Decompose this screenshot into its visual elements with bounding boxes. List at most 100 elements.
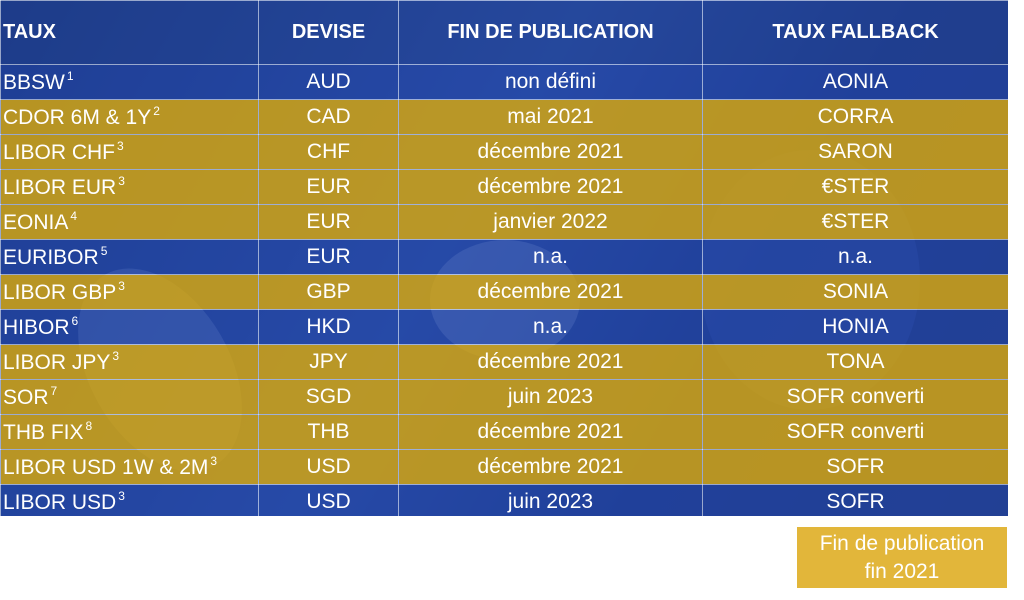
cell-devise: JPY: [258, 344, 399, 380]
rate-name: THB FIX: [3, 421, 84, 444]
cell-fin-de-publication: n.a.: [398, 309, 703, 345]
cell-devise: HKD: [258, 309, 399, 345]
rate-name: LIBOR CHF: [3, 141, 116, 164]
table-row: EURIBOR 5 EUR n.a. n.a.: [0, 239, 1008, 275]
cell-fin-de-publication: décembre 2021: [398, 344, 703, 380]
rate-name: HIBOR: [3, 316, 70, 339]
cell-fin-de-publication: juin 2023: [398, 484, 703, 516]
table-row: HIBOR 6 HKD n.a. HONIA: [0, 309, 1008, 345]
rate-name: LIBOR GBP: [3, 281, 117, 304]
cell-devise: EUR: [258, 169, 399, 205]
cell-devise: CHF: [258, 134, 399, 170]
cell-devise: THB: [258, 414, 399, 450]
rate-name: LIBOR USD 1W & 2M: [3, 456, 209, 479]
cell-devise: USD: [258, 449, 399, 485]
footnote-marker: 3: [112, 349, 120, 363]
table-row: THB FIX 8 THB décembre 2021 SOFR converti: [0, 414, 1008, 450]
rate-name: BBSW: [3, 71, 65, 94]
table-row: BBSW 1 AUD non défini AONIA: [0, 64, 1008, 100]
column-header-taux-fallback: TAUX FALLBACK: [702, 0, 1008, 65]
column-header-devise: DEVISE: [258, 0, 399, 65]
legend-box: Fin de publication fin 2021: [797, 527, 1007, 588]
cell-taux-fallback: SOFR: [702, 449, 1008, 485]
cell-taux-fallback: €STER: [702, 169, 1008, 205]
legend-line-2: fin 2021: [864, 559, 940, 583]
cell-fin-de-publication: janvier 2022: [398, 204, 703, 240]
footnote-marker: 4: [70, 209, 78, 223]
table-row: LIBOR CHF 3 CHF décembre 2021 SARON: [0, 134, 1008, 170]
cell-fin-de-publication: décembre 2021: [398, 134, 703, 170]
cell-taux: EONIA 4: [0, 204, 259, 240]
footnote-marker: 7: [50, 384, 58, 398]
cell-taux: THB FIX 8: [0, 414, 259, 450]
cell-fin-de-publication: non défini: [398, 64, 703, 100]
footnote-marker: 3: [117, 139, 124, 153]
cell-taux-fallback: n.a.: [702, 239, 1008, 275]
rates-table: TAUX DEVISE FIN DE PUBLICATION TAUX FALL…: [0, 0, 1008, 516]
cell-taux: LIBOR CHF 3: [0, 134, 259, 170]
cell-taux-fallback: SARON: [702, 134, 1008, 170]
cell-taux-fallback: €STER: [702, 204, 1008, 240]
cell-taux: SOR 7: [0, 379, 259, 415]
footnote-marker: 3: [210, 454, 218, 468]
cell-taux-fallback: HONIA: [702, 309, 1008, 345]
footnote-marker: 2: [153, 104, 160, 118]
cell-fin-de-publication: n.a.: [398, 239, 703, 275]
footnote-marker: 8: [85, 419, 93, 433]
rate-name: CDOR 6M & 1Y: [3, 106, 152, 129]
cell-taux-fallback: SOFR converti: [702, 379, 1008, 415]
rates-table-panel: TAUX DEVISE FIN DE PUBLICATION TAUX FALL…: [0, 0, 1008, 516]
cell-devise: EUR: [258, 239, 399, 275]
cell-devise: EUR: [258, 204, 399, 240]
cell-devise: USD: [258, 484, 399, 516]
cell-taux: BBSW 1: [0, 64, 259, 100]
table-row: LIBOR EUR 3 EUR décembre 2021 €STER: [0, 169, 1008, 205]
cell-devise: GBP: [258, 274, 399, 310]
cell-devise: CAD: [258, 99, 399, 135]
column-header-taux: TAUX: [0, 0, 259, 65]
column-header-fin-de-publication: FIN DE PUBLICATION: [398, 0, 703, 65]
cell-taux-fallback: SOFR: [702, 484, 1008, 516]
rate-name: EURIBOR: [3, 246, 99, 269]
rate-name: LIBOR USD: [3, 491, 117, 514]
cell-fin-de-publication: décembre 2021: [398, 274, 703, 310]
cell-fin-de-publication: mai 2021: [398, 99, 703, 135]
footnote-marker: 1: [66, 69, 74, 83]
cell-fin-de-publication: décembre 2021: [398, 449, 703, 485]
cell-taux-fallback: SONIA: [702, 274, 1008, 310]
cell-taux-fallback: SOFR converti: [702, 414, 1008, 450]
cell-devise: SGD: [258, 379, 399, 415]
footnote-marker: 3: [118, 174, 125, 188]
cell-taux: LIBOR JPY 3: [0, 344, 259, 380]
cell-taux: EURIBOR 5: [0, 239, 259, 275]
footnote-marker: 3: [118, 279, 125, 293]
cell-taux-fallback: TONA: [702, 344, 1008, 380]
cell-devise: AUD: [258, 64, 399, 100]
rate-name: EONIA: [3, 211, 69, 234]
cell-fin-de-publication: décembre 2021: [398, 414, 703, 450]
cell-taux: LIBOR EUR 3: [0, 169, 259, 205]
table-row: LIBOR USD 1W & 2M 3 USD décembre 2021 SOFR: [0, 449, 1008, 485]
cell-taux: HIBOR 6: [0, 309, 259, 345]
rate-name: LIBOR JPY: [3, 351, 111, 374]
table-row: EONIA 4 EUR janvier 2022 €STER: [0, 204, 1008, 240]
cell-taux: LIBOR USD 3: [0, 484, 259, 516]
table-row: CDOR 6M & 1Y 2 CAD mai 2021 CORRA: [0, 99, 1008, 135]
cell-taux-fallback: AONIA: [702, 64, 1008, 100]
table-row: LIBOR USD 3 USD juin 2023 SOFR: [0, 484, 1008, 516]
rate-name: LIBOR EUR: [3, 176, 117, 199]
legend-line-1: Fin de publication: [819, 531, 985, 555]
cell-fin-de-publication: décembre 2021: [398, 169, 703, 205]
table-row: LIBOR JPY 3 JPY décembre 2021 TONA: [0, 344, 1008, 380]
cell-taux: CDOR 6M & 1Y 2: [0, 99, 259, 135]
footnote-marker: 6: [71, 314, 79, 328]
cell-fin-de-publication: juin 2023: [398, 379, 703, 415]
table-header-row: TAUX DEVISE FIN DE PUBLICATION TAUX FALL…: [0, 0, 1008, 65]
cell-taux: LIBOR USD 1W & 2M 3: [0, 449, 259, 485]
table-row: LIBOR GBP 3 GBP décembre 2021 SONIA: [0, 274, 1008, 310]
footnote-marker: 3: [118, 489, 125, 503]
table-row: SOR 7 SGD juin 2023 SOFR converti: [0, 379, 1008, 415]
cell-taux-fallback: CORRA: [702, 99, 1008, 135]
footnote-marker: 5: [100, 244, 108, 258]
